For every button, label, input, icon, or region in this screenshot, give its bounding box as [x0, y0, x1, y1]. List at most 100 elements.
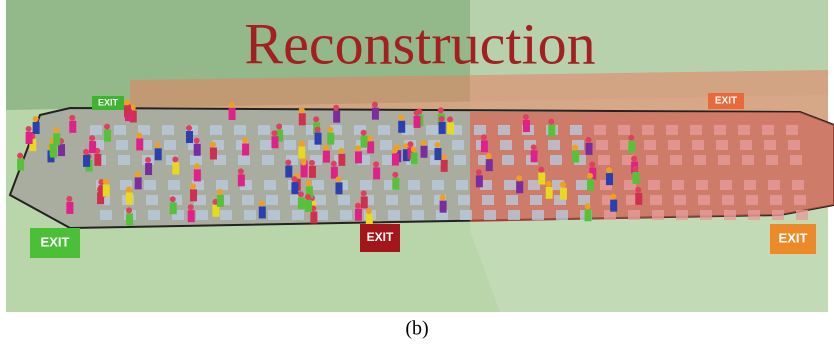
passenger-head: [186, 125, 192, 131]
seat: [694, 155, 706, 165]
passenger-body: [126, 193, 133, 205]
passenger-head: [372, 102, 378, 108]
passenger-body: [210, 147, 217, 159]
passenger-head: [516, 175, 522, 181]
passenger-head: [486, 153, 492, 159]
seat: [258, 125, 270, 135]
passenger-head: [447, 116, 453, 122]
seat: [220, 210, 232, 220]
passenger-head: [53, 127, 59, 133]
passenger-body: [392, 178, 399, 190]
passenger-head: [170, 196, 176, 202]
passenger-body: [632, 172, 639, 184]
seat: [556, 210, 568, 220]
passenger-body: [145, 163, 152, 175]
passenger-body: [398, 121, 405, 133]
exit-sign: EXIT: [92, 96, 124, 110]
passenger-head: [331, 161, 337, 167]
passenger-body: [315, 133, 322, 145]
exit-sign: EXIT: [30, 228, 80, 258]
exit-label: EXIT: [41, 234, 70, 249]
seat: [196, 210, 208, 220]
passenger-body: [586, 143, 593, 155]
passenger-head: [309, 160, 315, 166]
seat: [700, 210, 712, 220]
passenger-body: [229, 108, 236, 120]
passenger-body: [194, 169, 201, 181]
passenger-body: [421, 146, 428, 158]
passenger-body: [546, 187, 553, 199]
seat: [570, 125, 582, 135]
seat: [452, 140, 464, 150]
seat: [506, 195, 518, 205]
passenger-body: [548, 125, 555, 137]
seat: [146, 195, 158, 205]
passenger-head: [548, 119, 554, 125]
passenger-body: [481, 140, 488, 152]
passenger-body: [323, 151, 330, 163]
seat: [168, 180, 180, 190]
seat: [114, 125, 126, 135]
passenger-body: [486, 159, 493, 171]
passenger-head: [338, 148, 344, 154]
seat: [738, 125, 750, 135]
passenger-body: [188, 210, 195, 222]
seat: [788, 140, 800, 150]
passenger-head: [323, 145, 329, 151]
passenger-head: [17, 153, 23, 159]
passenger-body: [298, 146, 305, 158]
seat: [264, 180, 276, 190]
passenger-head: [299, 107, 305, 113]
passenger-head: [66, 196, 72, 202]
seat: [454, 155, 466, 165]
passenger-body: [194, 144, 201, 156]
passenger-body: [124, 105, 131, 117]
seat: [598, 155, 610, 165]
exit-label: EXIT: [98, 97, 119, 107]
passenger-head: [631, 156, 637, 162]
passenger-body: [305, 200, 312, 212]
seat: [262, 155, 274, 165]
seat: [338, 195, 350, 205]
seat: [652, 210, 664, 220]
passenger-head: [398, 115, 404, 121]
passenger-body: [560, 188, 567, 200]
exit-label: EXIT: [715, 96, 737, 107]
seat: [474, 125, 486, 135]
passenger-body: [53, 133, 60, 145]
seat: [714, 125, 726, 135]
passenger-body: [628, 141, 635, 153]
seat: [748, 210, 760, 220]
passenger-head: [306, 180, 312, 186]
passenger-head: [531, 144, 537, 150]
passenger-head: [69, 115, 75, 121]
seat: [234, 125, 246, 135]
seat: [312, 180, 324, 190]
passenger-head: [628, 135, 634, 141]
passenger-head: [126, 207, 132, 213]
seat: [650, 195, 662, 205]
passenger-body: [291, 182, 298, 194]
passenger-head: [298, 140, 304, 146]
figure: Reconstruction EXIT EXIT EXIT EXIT EXIT …: [0, 0, 834, 344]
passenger-body: [271, 136, 278, 148]
seat: [768, 180, 780, 190]
passenger-body: [355, 151, 362, 163]
exit-label: EXIT: [779, 230, 808, 245]
passenger-head: [315, 127, 321, 133]
passenger-head: [538, 167, 544, 173]
seat: [238, 155, 250, 165]
passenger-head: [155, 142, 161, 148]
seat: [118, 155, 130, 165]
seat: [340, 210, 352, 220]
passenger-head: [355, 203, 361, 209]
seat: [530, 195, 542, 205]
seat: [502, 155, 514, 165]
passenger-body: [58, 144, 65, 156]
seat: [550, 155, 562, 165]
seat: [458, 195, 470, 205]
seat: [762, 125, 774, 135]
seat: [408, 180, 420, 190]
passenger-head: [298, 191, 304, 197]
passenger-body: [259, 206, 266, 218]
